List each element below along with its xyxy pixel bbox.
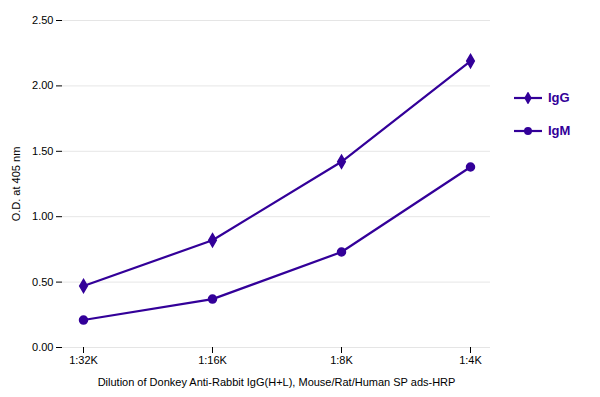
svg-text:1:16K: 1:16K [198,354,227,366]
svg-text:1:8K: 1:8K [330,354,353,366]
svg-text:1:32K: 1:32K [69,354,98,366]
svg-text:O.D. at 405 nm: O.D. at 405 nm [10,147,22,222]
svg-text:2.50: 2.50 [32,14,53,26]
svg-text:0.00: 0.00 [32,341,53,353]
svg-text:1:4K: 1:4K [459,354,482,366]
svg-text:1.50: 1.50 [32,145,53,157]
html-text:IgM: IgM [548,123,571,138]
svg-text:Dilution of Donkey Anti-Rabbit: Dilution of Donkey Anti-Rabbit IgG(H+L),… [98,376,456,388]
html-text:IgG: IgG [548,90,570,105]
svg-text:1.00: 1.00 [32,210,53,222]
svg-text:2.00: 2.00 [32,79,53,91]
svg-text:0.50: 0.50 [32,276,53,288]
